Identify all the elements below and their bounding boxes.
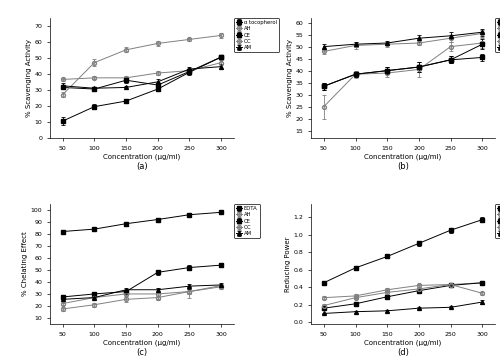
Y-axis label: % Scavenging Activity: % Scavenging Activity xyxy=(26,39,32,117)
Title: (b): (b) xyxy=(397,162,409,171)
X-axis label: Concentration (µg/ml): Concentration (µg/ml) xyxy=(104,339,180,346)
X-axis label: Concentration (µg/ml): Concentration (µg/ml) xyxy=(364,153,442,160)
X-axis label: Concentration (µg/ml): Concentration (µg/ml) xyxy=(364,339,442,346)
Title: (c): (c) xyxy=(136,348,147,356)
Legend: BHT, AH, CE, OC, AM: BHT, AH, CE, OC, AM xyxy=(495,18,500,52)
Y-axis label: % Scavenging Activity: % Scavenging Activity xyxy=(287,39,293,117)
Legend: EDTA, AH, CE, OC, AM: EDTA, AH, CE, OC, AM xyxy=(234,204,260,239)
Title: (a): (a) xyxy=(136,162,148,171)
Legend: α tocopherol, AH, CE, OC, AM: α tocopherol, AH, CE, OC, AM xyxy=(495,204,500,239)
Title: (d): (d) xyxy=(397,348,409,356)
Y-axis label: Reducing Power: Reducing Power xyxy=(285,236,291,292)
Y-axis label: % Chelating Effect: % Chelating Effect xyxy=(22,231,28,296)
Legend: α tocopherol, AH, CE, OC, AM: α tocopherol, AH, CE, OC, AM xyxy=(234,18,279,52)
X-axis label: Concentration (µg/ml): Concentration (µg/ml) xyxy=(104,153,180,160)
